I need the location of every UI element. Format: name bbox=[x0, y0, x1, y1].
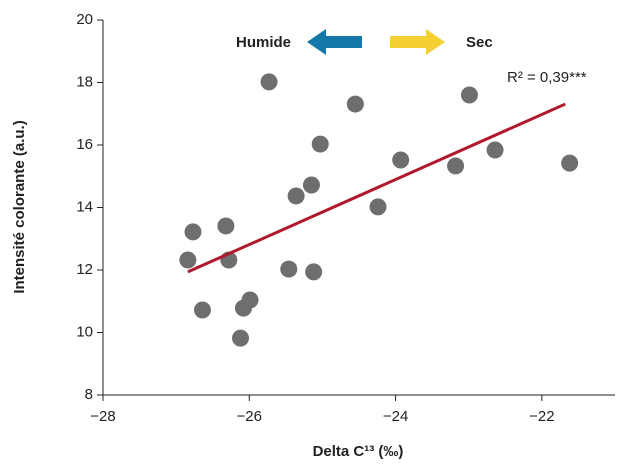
y-tick-label: 12 bbox=[76, 261, 93, 278]
x-axis-label: Delta C¹³ (‰) bbox=[313, 443, 404, 460]
annotation: Humide bbox=[236, 34, 291, 51]
point bbox=[392, 151, 410, 169]
point bbox=[217, 217, 235, 235]
point bbox=[305, 263, 323, 281]
trend-line bbox=[187, 102, 566, 274]
point bbox=[561, 154, 579, 172]
y-tick-label: 18 bbox=[76, 73, 93, 90]
point bbox=[184, 223, 202, 241]
point bbox=[260, 73, 278, 91]
x-tick-label: −28 bbox=[90, 408, 115, 425]
x-tick-label: −26 bbox=[237, 408, 262, 425]
point bbox=[241, 291, 259, 309]
point bbox=[179, 251, 197, 269]
y-tick-label: 20 bbox=[76, 11, 93, 28]
point bbox=[447, 157, 465, 175]
arrow-right bbox=[390, 29, 445, 55]
point bbox=[280, 260, 298, 278]
point bbox=[311, 135, 329, 153]
point bbox=[460, 86, 478, 104]
annotation: Sec bbox=[466, 34, 493, 51]
y-tick-label: 14 bbox=[76, 198, 93, 215]
y-tick-label: 10 bbox=[76, 323, 93, 340]
point bbox=[346, 95, 364, 113]
y-axis-label: Intensité colorante (a.u.) bbox=[11, 120, 28, 293]
point bbox=[287, 187, 305, 205]
point bbox=[193, 301, 211, 319]
y-tick-label: 16 bbox=[76, 136, 93, 153]
annotation: R² = 0,39*** bbox=[507, 69, 587, 86]
y-tick-label: 8 bbox=[85, 386, 93, 403]
point bbox=[486, 141, 504, 159]
arrow-left bbox=[307, 29, 362, 55]
x-tick-label: −22 bbox=[529, 408, 554, 425]
point bbox=[369, 198, 387, 216]
point bbox=[302, 176, 320, 194]
point bbox=[232, 329, 250, 347]
x-tick-label: −24 bbox=[383, 408, 408, 425]
